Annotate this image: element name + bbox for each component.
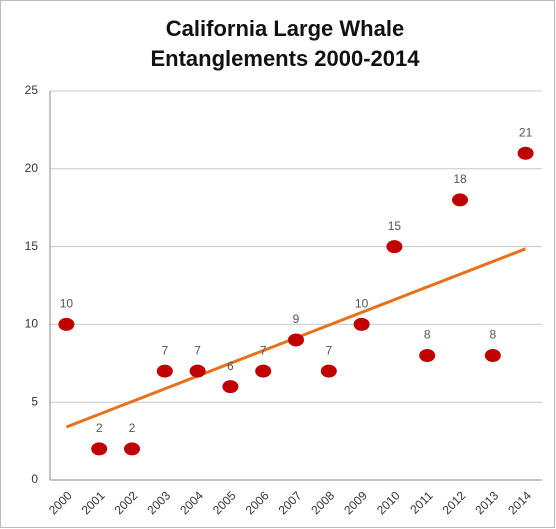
data-label: 2 — [96, 421, 103, 435]
point — [386, 240, 403, 254]
data-label: 10 — [355, 297, 369, 311]
point — [124, 442, 140, 456]
point — [288, 333, 304, 347]
point — [419, 349, 436, 363]
y-tick-label: 10 — [25, 317, 39, 331]
y-tick-label: 5 — [31, 394, 38, 408]
data-label: 7 — [161, 343, 168, 357]
data-label: 9 — [293, 312, 300, 326]
y-tick-label: 20 — [25, 161, 39, 175]
data-label: 7 — [260, 343, 267, 357]
data-label: 21 — [519, 125, 533, 139]
data-label: 6 — [227, 359, 234, 373]
point — [320, 364, 337, 378]
data-label: 18 — [453, 172, 467, 186]
data-label: 15 — [388, 219, 402, 233]
data-label: 7 — [194, 343, 201, 357]
point — [91, 442, 108, 456]
chart-title: Entanglements 2000-2014 — [150, 46, 420, 71]
y-tick-label: 25 — [25, 83, 39, 97]
data-label: 2 — [129, 421, 136, 435]
point — [189, 364, 206, 378]
point — [156, 364, 173, 378]
point — [452, 193, 468, 207]
data-label: 8 — [424, 328, 431, 342]
chart-title: California Large Whale — [166, 16, 404, 41]
point — [353, 317, 370, 331]
y-tick-label: 15 — [25, 239, 39, 253]
point — [58, 317, 75, 331]
data-label: 10 — [60, 297, 74, 311]
point — [222, 380, 239, 394]
y-tick-label: 0 — [31, 472, 38, 486]
point — [484, 349, 501, 363]
data-label: 8 — [489, 328, 496, 342]
point — [255, 364, 272, 378]
data-label: 7 — [325, 343, 332, 357]
point — [517, 146, 534, 160]
